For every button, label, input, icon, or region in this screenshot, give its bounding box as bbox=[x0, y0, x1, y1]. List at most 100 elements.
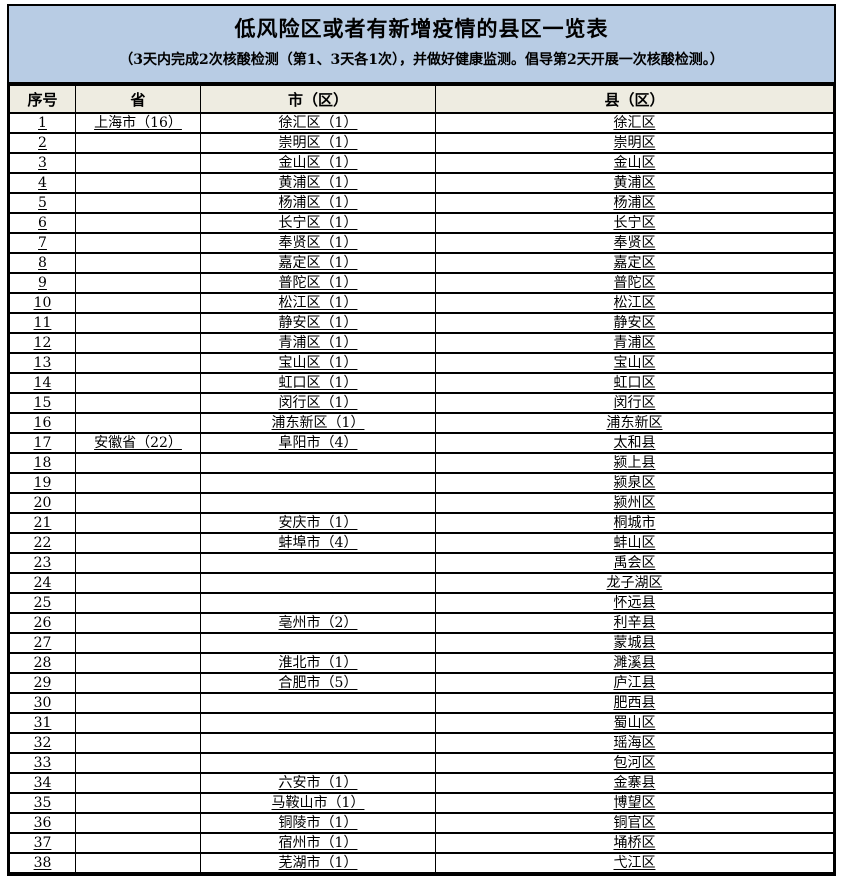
cell-county: 蜀山区 bbox=[435, 712, 834, 734]
risk-area-table: 序号 省 市（区） 县（区） 1 上海市（16） 徐汇区（1） 徐汇区 2 崇明区（1）崇… bbox=[9, 84, 834, 874]
table-row: 35 马鞍山市（1） 博望区 bbox=[9, 792, 834, 814]
cell-index: 12 bbox=[9, 332, 76, 354]
cell-province bbox=[75, 352, 201, 374]
table-row: 27 蒙城县 bbox=[9, 632, 834, 654]
cell-province bbox=[75, 272, 201, 294]
cell-county: 蚌山区 bbox=[435, 532, 834, 554]
cell-city: 黄浦区（1） bbox=[200, 172, 436, 194]
cell-index: 33 bbox=[9, 752, 76, 774]
cell-index: 4 bbox=[9, 172, 76, 194]
cell-county: 崇明区 bbox=[435, 132, 834, 154]
cell-county: 瑶海区 bbox=[435, 732, 834, 754]
cell-index: 18 bbox=[9, 452, 76, 474]
cell-city: 淮北市（1） bbox=[200, 652, 436, 674]
cell-city: 虹口区（1） bbox=[200, 372, 436, 394]
cell-index: 17 bbox=[9, 432, 76, 454]
cell-city: 六安市（1） bbox=[200, 772, 436, 794]
cell-index: 5 bbox=[9, 192, 76, 214]
cell-province bbox=[75, 832, 201, 854]
cell-county: 颍泉区 bbox=[435, 472, 834, 494]
cell-county: 禹会区 bbox=[435, 552, 834, 574]
cell-province bbox=[75, 532, 201, 554]
cell-county: 颍上县 bbox=[435, 452, 834, 474]
cell-city: 蚌埠市（4） bbox=[200, 532, 436, 554]
cell-index: 7 bbox=[9, 232, 76, 254]
cell-county: 龙子湖区 bbox=[435, 572, 834, 594]
table-row: 22 蚌埠市（4） 蚌山区 bbox=[9, 532, 834, 554]
cell-index: 20 bbox=[9, 492, 76, 514]
cell-index: 32 bbox=[9, 732, 76, 754]
cell-province bbox=[75, 632, 201, 654]
cell-city bbox=[200, 632, 436, 654]
table-row: 30 肥西县 bbox=[9, 692, 834, 714]
table-row: 7 奉贤区（1） 奉贤区 bbox=[9, 232, 834, 254]
cell-city: 青浦区（1） bbox=[200, 332, 436, 354]
cell-index: 37 bbox=[9, 832, 76, 854]
cell-province bbox=[75, 752, 201, 774]
table-row: 10 松江区（1） 松江区 bbox=[9, 292, 834, 314]
cell-county: 徐汇区 bbox=[435, 112, 834, 134]
table-row: 16 浦东新区（1） 浦东新区 bbox=[9, 412, 834, 434]
table-row: 37 宿州市（1） 埇桥区 bbox=[9, 832, 834, 854]
table-row: 21 安庆市（1） 桐城市 bbox=[9, 512, 834, 534]
cell-index: 31 bbox=[9, 712, 76, 734]
table-row: 18 颍上县 bbox=[9, 452, 834, 474]
cell-city bbox=[200, 552, 436, 574]
table-row: 26 亳州市（2） 利辛县 bbox=[9, 612, 834, 634]
cell-county: 静安区 bbox=[435, 312, 834, 334]
cell-county: 长宁区 bbox=[435, 212, 834, 234]
cell-city: 铜陵市（1） bbox=[200, 812, 436, 834]
table-row: 33 包河区 bbox=[9, 752, 834, 774]
table-row: 38 芜湖市（1） 弋江区 bbox=[9, 852, 834, 874]
cell-county: 普陀区 bbox=[435, 272, 834, 294]
cell-city: 长宁区（1） bbox=[200, 212, 436, 234]
cell-province bbox=[75, 372, 201, 394]
cell-city: 宝山区（1） bbox=[200, 352, 436, 374]
cell-county: 桐城市 bbox=[435, 512, 834, 534]
cell-county: 利辛县 bbox=[435, 612, 834, 634]
cell-province bbox=[75, 132, 201, 154]
table-row: 28 淮北市（1） 濉溪县 bbox=[9, 652, 834, 674]
cell-province bbox=[75, 452, 201, 474]
cell-province bbox=[75, 692, 201, 714]
cell-province bbox=[75, 672, 201, 694]
cell-province: 安徽省（22） bbox=[75, 432, 201, 454]
cell-city bbox=[200, 592, 436, 614]
cell-index: 13 bbox=[9, 352, 76, 374]
cell-county: 濉溪县 bbox=[435, 652, 834, 674]
cell-city bbox=[200, 732, 436, 754]
cell-index: 24 bbox=[9, 572, 76, 594]
table-row: 17 安徽省（22） 阜阳市（4） 太和县 bbox=[9, 432, 834, 454]
cell-index: 27 bbox=[9, 632, 76, 654]
cell-county: 蒙城县 bbox=[435, 632, 834, 654]
table-row: 5 杨浦区（1） 杨浦区 bbox=[9, 192, 834, 214]
cell-county: 肥西县 bbox=[435, 692, 834, 714]
cell-city: 宿州市（1） bbox=[200, 832, 436, 854]
table-body: 1 上海市（16） 徐汇区（1） 徐汇区 2 崇明区（1） 崇明区 3 金山区（1） 金山区 4 黄浦… bbox=[9, 112, 834, 874]
table-row: 3 金山区（1） 金山区 bbox=[9, 152, 834, 174]
cell-county: 包河区 bbox=[435, 752, 834, 774]
cell-index: 15 bbox=[9, 392, 76, 414]
cell-index: 10 bbox=[9, 292, 76, 314]
cell-province bbox=[75, 472, 201, 494]
cell-index: 9 bbox=[9, 272, 76, 294]
cell-county: 博望区 bbox=[435, 792, 834, 814]
table-row: 29 合肥市（5） 庐江县 bbox=[9, 672, 834, 694]
table-row: 15 闵行区（1） 闵行区 bbox=[9, 392, 834, 414]
cell-province bbox=[75, 312, 201, 334]
table-row: 4 黄浦区（1） 黄浦区 bbox=[9, 172, 834, 194]
cell-city: 闵行区（1） bbox=[200, 392, 436, 414]
cell-city bbox=[200, 452, 436, 474]
column-header-county: 县（区） bbox=[435, 84, 834, 114]
cell-index: 26 bbox=[9, 612, 76, 634]
cell-county: 金寨县 bbox=[435, 772, 834, 794]
cell-index: 36 bbox=[9, 812, 76, 834]
cell-city: 亳州市（2） bbox=[200, 612, 436, 634]
cell-county: 铜官区 bbox=[435, 812, 834, 834]
column-header-province: 省 bbox=[75, 84, 201, 114]
cell-county: 弋江区 bbox=[435, 852, 834, 874]
cell-province bbox=[75, 612, 201, 634]
cell-city bbox=[200, 492, 436, 514]
title-block: 低风险区或者有新增疫情的县区一览表 （3天内完成2次核酸检测（第1、3天各1次）… bbox=[9, 6, 834, 84]
cell-county: 太和县 bbox=[435, 432, 834, 454]
